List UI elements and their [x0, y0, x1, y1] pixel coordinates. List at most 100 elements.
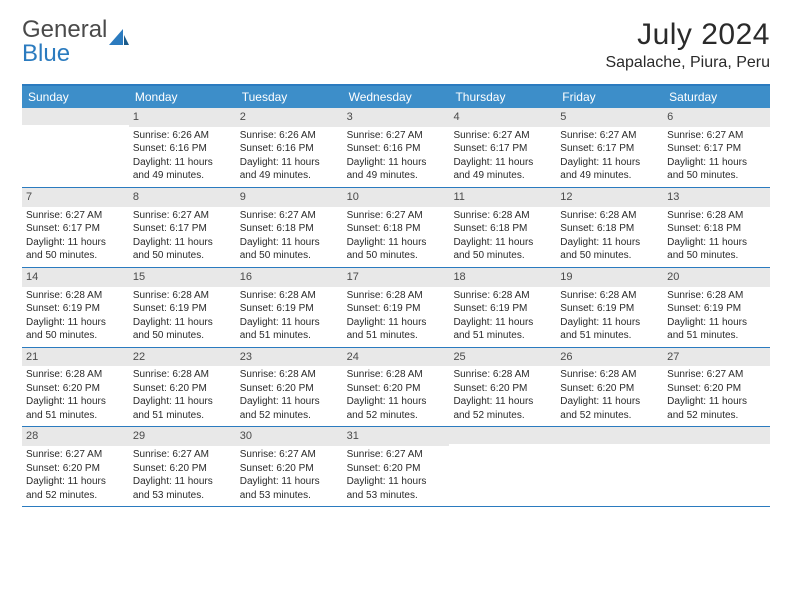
daylight: Daylight: 11 hours and 50 minutes.: [560, 236, 659, 263]
day-cell-3: 3Sunrise: 6:27 AMSunset: 6:16 PMDaylight…: [343, 108, 450, 187]
day-number: 12: [556, 188, 663, 207]
daylight: Daylight: 11 hours and 52 minutes.: [240, 395, 339, 422]
day-cell-15: 15Sunrise: 6:28 AMSunset: 6:19 PMDayligh…: [129, 268, 236, 347]
sunset: Sunset: 6:16 PM: [133, 142, 232, 156]
daylight: Daylight: 11 hours and 51 minutes.: [133, 395, 232, 422]
sunset: Sunset: 6:16 PM: [347, 142, 446, 156]
sunrise: Sunrise: 6:28 AM: [560, 368, 659, 382]
day-cell-11: 11Sunrise: 6:28 AMSunset: 6:18 PMDayligh…: [449, 188, 556, 267]
day-cell-26: 26Sunrise: 6:28 AMSunset: 6:20 PMDayligh…: [556, 348, 663, 427]
day-body: Sunrise: 6:27 AMSunset: 6:18 PMDaylight:…: [343, 207, 450, 267]
sunrise: Sunrise: 6:27 AM: [26, 209, 125, 223]
daylight: Daylight: 11 hours and 50 minutes.: [453, 236, 552, 263]
day-body: Sunrise: 6:28 AMSunset: 6:18 PMDaylight:…: [556, 207, 663, 267]
header: GeneralBlue July 2024 Sapalache, Piura, …: [22, 18, 770, 72]
day-cell-17: 17Sunrise: 6:28 AMSunset: 6:19 PMDayligh…: [343, 268, 450, 347]
sunrise: Sunrise: 6:28 AM: [26, 289, 125, 303]
daylight: Daylight: 11 hours and 51 minutes.: [347, 316, 446, 343]
day-number: 5: [556, 108, 663, 127]
sunset: Sunset: 6:16 PM: [240, 142, 339, 156]
day-body: Sunrise: 6:28 AMSunset: 6:20 PMDaylight:…: [556, 366, 663, 426]
daylight: Daylight: 11 hours and 53 minutes.: [133, 475, 232, 502]
sunset: Sunset: 6:20 PM: [667, 382, 766, 396]
daylight: Daylight: 11 hours and 52 minutes.: [560, 395, 659, 422]
day-body: Sunrise: 6:27 AMSunset: 6:16 PMDaylight:…: [343, 127, 450, 187]
day-body: Sunrise: 6:28 AMSunset: 6:20 PMDaylight:…: [449, 366, 556, 426]
daylight: Daylight: 11 hours and 53 minutes.: [347, 475, 446, 502]
sunrise: Sunrise: 6:28 AM: [240, 289, 339, 303]
sunset: Sunset: 6:17 PM: [453, 142, 552, 156]
day-number: 1: [129, 108, 236, 127]
day-number: 6: [663, 108, 770, 127]
sunrise: Sunrise: 6:28 AM: [453, 209, 552, 223]
day-body: Sunrise: 6:27 AMSunset: 6:20 PMDaylight:…: [22, 446, 129, 506]
logo: GeneralBlue: [22, 18, 129, 66]
day-body: Sunrise: 6:28 AMSunset: 6:18 PMDaylight:…: [449, 207, 556, 267]
weekday-tuesday: Tuesday: [236, 86, 343, 108]
daylight: Daylight: 11 hours and 50 minutes.: [133, 316, 232, 343]
day-body: Sunrise: 6:28 AMSunset: 6:19 PMDaylight:…: [129, 287, 236, 347]
day-cell-27: 27Sunrise: 6:27 AMSunset: 6:20 PMDayligh…: [663, 348, 770, 427]
sunset: Sunset: 6:20 PM: [560, 382, 659, 396]
sunset: Sunset: 6:18 PM: [240, 222, 339, 236]
sunrise: Sunrise: 6:27 AM: [347, 448, 446, 462]
sunset: Sunset: 6:17 PM: [133, 222, 232, 236]
sunrise: Sunrise: 6:26 AM: [133, 129, 232, 143]
day-cell-8: 8Sunrise: 6:27 AMSunset: 6:17 PMDaylight…: [129, 188, 236, 267]
sunset: Sunset: 6:19 PM: [560, 302, 659, 316]
day-body: Sunrise: 6:27 AMSunset: 6:20 PMDaylight:…: [129, 446, 236, 506]
sunrise: Sunrise: 6:27 AM: [26, 448, 125, 462]
daylight: Daylight: 11 hours and 49 minutes.: [347, 156, 446, 183]
day-cell-empty: [556, 427, 663, 506]
day-body: Sunrise: 6:28 AMSunset: 6:20 PMDaylight:…: [22, 366, 129, 426]
day-cell-28: 28Sunrise: 6:27 AMSunset: 6:20 PMDayligh…: [22, 427, 129, 506]
day-body: Sunrise: 6:27 AMSunset: 6:17 PMDaylight:…: [663, 127, 770, 187]
day-cell-4: 4Sunrise: 6:27 AMSunset: 6:17 PMDaylight…: [449, 108, 556, 187]
day-number: 28: [22, 427, 129, 446]
day-cell-29: 29Sunrise: 6:27 AMSunset: 6:20 PMDayligh…: [129, 427, 236, 506]
sunrise: Sunrise: 6:28 AM: [453, 289, 552, 303]
daylight: Daylight: 11 hours and 52 minutes.: [453, 395, 552, 422]
day-cell-10: 10Sunrise: 6:27 AMSunset: 6:18 PMDayligh…: [343, 188, 450, 267]
day-cell-16: 16Sunrise: 6:28 AMSunset: 6:19 PMDayligh…: [236, 268, 343, 347]
sunset: Sunset: 6:17 PM: [667, 142, 766, 156]
sunrise: Sunrise: 6:27 AM: [347, 209, 446, 223]
day-body: Sunrise: 6:27 AMSunset: 6:18 PMDaylight:…: [236, 207, 343, 267]
day-cell-7: 7Sunrise: 6:27 AMSunset: 6:17 PMDaylight…: [22, 188, 129, 267]
day-body: Sunrise: 6:28 AMSunset: 6:19 PMDaylight:…: [236, 287, 343, 347]
logo-word2: Blue: [22, 42, 129, 66]
sunset: Sunset: 6:18 PM: [560, 222, 659, 236]
sunrise: Sunrise: 6:28 AM: [667, 209, 766, 223]
day-number: 21: [22, 348, 129, 367]
daylight: Daylight: 11 hours and 49 minutes.: [133, 156, 232, 183]
day-number: 7: [22, 188, 129, 207]
sunset: Sunset: 6:19 PM: [133, 302, 232, 316]
day-cell-23: 23Sunrise: 6:28 AMSunset: 6:20 PMDayligh…: [236, 348, 343, 427]
day-number: 9: [236, 188, 343, 207]
logo-word1: General: [22, 18, 107, 42]
week-row: 28Sunrise: 6:27 AMSunset: 6:20 PMDayligh…: [22, 427, 770, 507]
daylight: Daylight: 11 hours and 50 minutes.: [667, 236, 766, 263]
day-number: 17: [343, 268, 450, 287]
daylight: Daylight: 11 hours and 51 minutes.: [26, 395, 125, 422]
day-cell-empty: [663, 427, 770, 506]
daylight: Daylight: 11 hours and 50 minutes.: [240, 236, 339, 263]
daylight: Daylight: 11 hours and 51 minutes.: [453, 316, 552, 343]
day-body: Sunrise: 6:28 AMSunset: 6:19 PMDaylight:…: [556, 287, 663, 347]
weekday-sunday: Sunday: [22, 86, 129, 108]
day-body: Sunrise: 6:27 AMSunset: 6:20 PMDaylight:…: [343, 446, 450, 506]
day-number: 2: [236, 108, 343, 127]
day-cell-19: 19Sunrise: 6:28 AMSunset: 6:19 PMDayligh…: [556, 268, 663, 347]
day-body: Sunrise: 6:28 AMSunset: 6:20 PMDaylight:…: [343, 366, 450, 426]
sunrise: Sunrise: 6:28 AM: [240, 368, 339, 382]
sunset: Sunset: 6:18 PM: [347, 222, 446, 236]
sunset: Sunset: 6:20 PM: [240, 462, 339, 476]
day-number: 25: [449, 348, 556, 367]
day-body: Sunrise: 6:28 AMSunset: 6:19 PMDaylight:…: [449, 287, 556, 347]
day-number: 3: [343, 108, 450, 127]
sunset: Sunset: 6:18 PM: [667, 222, 766, 236]
day-cell-24: 24Sunrise: 6:28 AMSunset: 6:20 PMDayligh…: [343, 348, 450, 427]
day-body: Sunrise: 6:27 AMSunset: 6:20 PMDaylight:…: [663, 366, 770, 426]
daylight: Daylight: 11 hours and 52 minutes.: [26, 475, 125, 502]
day-cell-22: 22Sunrise: 6:28 AMSunset: 6:20 PMDayligh…: [129, 348, 236, 427]
